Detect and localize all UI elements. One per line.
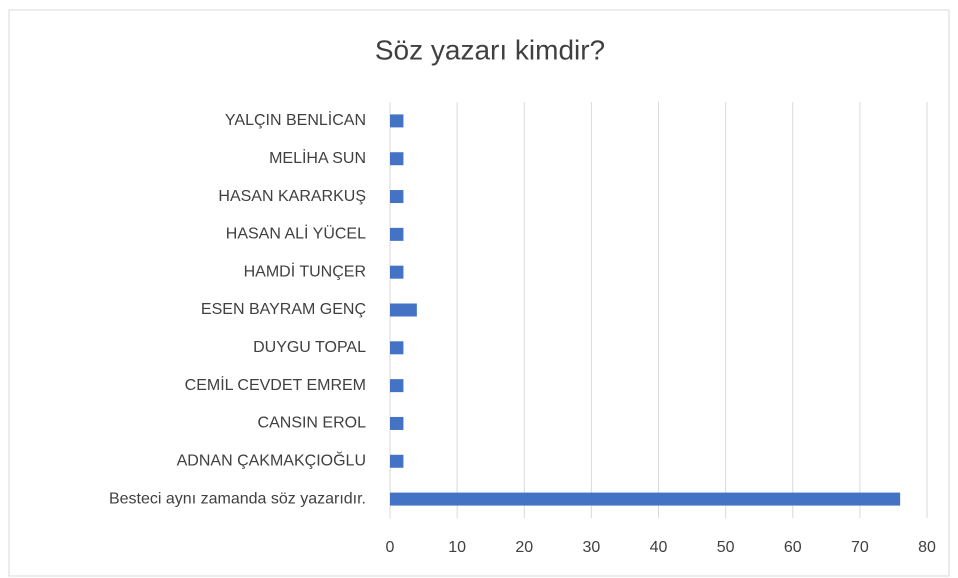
bar [390, 152, 404, 166]
y-tick-label: DUYGU TOPAL [253, 339, 366, 356]
chart-title: Söz yazarı kimdir? [375, 34, 605, 65]
bar [390, 454, 404, 468]
bar [390, 190, 404, 204]
y-tick-label: HAMDİ TUNÇER [244, 261, 366, 280]
y-tick-label: CEMİL CEVDET EMREM [185, 375, 366, 394]
x-tick-label: 20 [515, 539, 533, 556]
x-tick-label: 40 [650, 539, 668, 556]
y-tick-label: ESEN BAYRAM GENÇ [201, 301, 366, 318]
bar [390, 303, 417, 317]
x-tick-label: 50 [717, 539, 735, 556]
y-tick-label: CANSIN EROL [258, 415, 367, 432]
y-tick-label: MELİHA SUN [269, 148, 366, 167]
bar [390, 265, 404, 279]
bar [390, 341, 404, 355]
y-tick-label: ADNAN ÇAKMAKÇIOĞLU [177, 450, 366, 469]
bar [390, 416, 404, 430]
x-tick-label: 30 [582, 539, 600, 556]
y-tick-label: YALÇIN BENLİCAN [225, 110, 366, 129]
bar [390, 227, 404, 241]
bar [390, 492, 901, 506]
x-tick-label: 10 [448, 539, 466, 556]
bar [390, 114, 404, 128]
bar [390, 379, 404, 393]
x-tick-label: 0 [386, 539, 395, 556]
x-tick-label: 70 [851, 539, 869, 556]
y-tick-label: HASAN KARARKUŞ [218, 188, 366, 205]
x-tick-label: 80 [918, 539, 936, 556]
y-tick-label: HASAN ALİ YÜCEL [226, 224, 366, 243]
x-tick-label: 60 [784, 539, 802, 556]
y-tick-label: Besteci aynı zamanda söz yazarıdır. [109, 490, 366, 507]
